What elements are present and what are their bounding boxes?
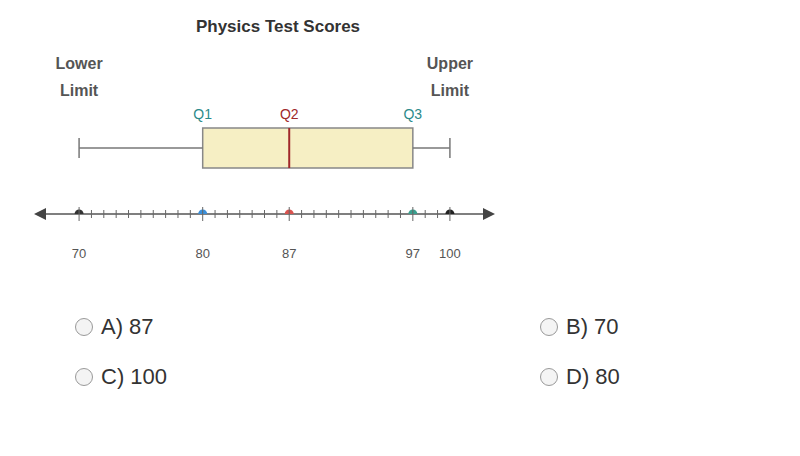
svg-text:87: 87 — [282, 246, 296, 261]
html-text:C) 100: C) 100 — [101, 364, 167, 389]
html-text:D) 80: D) 80 — [566, 364, 620, 389]
html-text:B) 70: B) 70 — [566, 314, 619, 339]
html-text:A) 87: A) 87 — [101, 314, 154, 339]
svg-text:LowerLimit: LowerLimit — [56, 55, 103, 99]
svg-text:97: 97 — [406, 246, 420, 261]
svg-text:Q3: Q3 — [403, 106, 422, 122]
svg-text:80: 80 — [195, 246, 209, 261]
svg-text:70: 70 — [72, 246, 86, 261]
svg-text:100: 100 — [439, 246, 461, 261]
svg-text:Q1: Q1 — [193, 106, 212, 122]
html-text:Physics Test Scores: Physics Test Scores — [195, 17, 361, 36]
svg-text:Q2: Q2 — [280, 106, 299, 122]
svg-text:UpperLimit: UpperLimit — [427, 55, 473, 99]
